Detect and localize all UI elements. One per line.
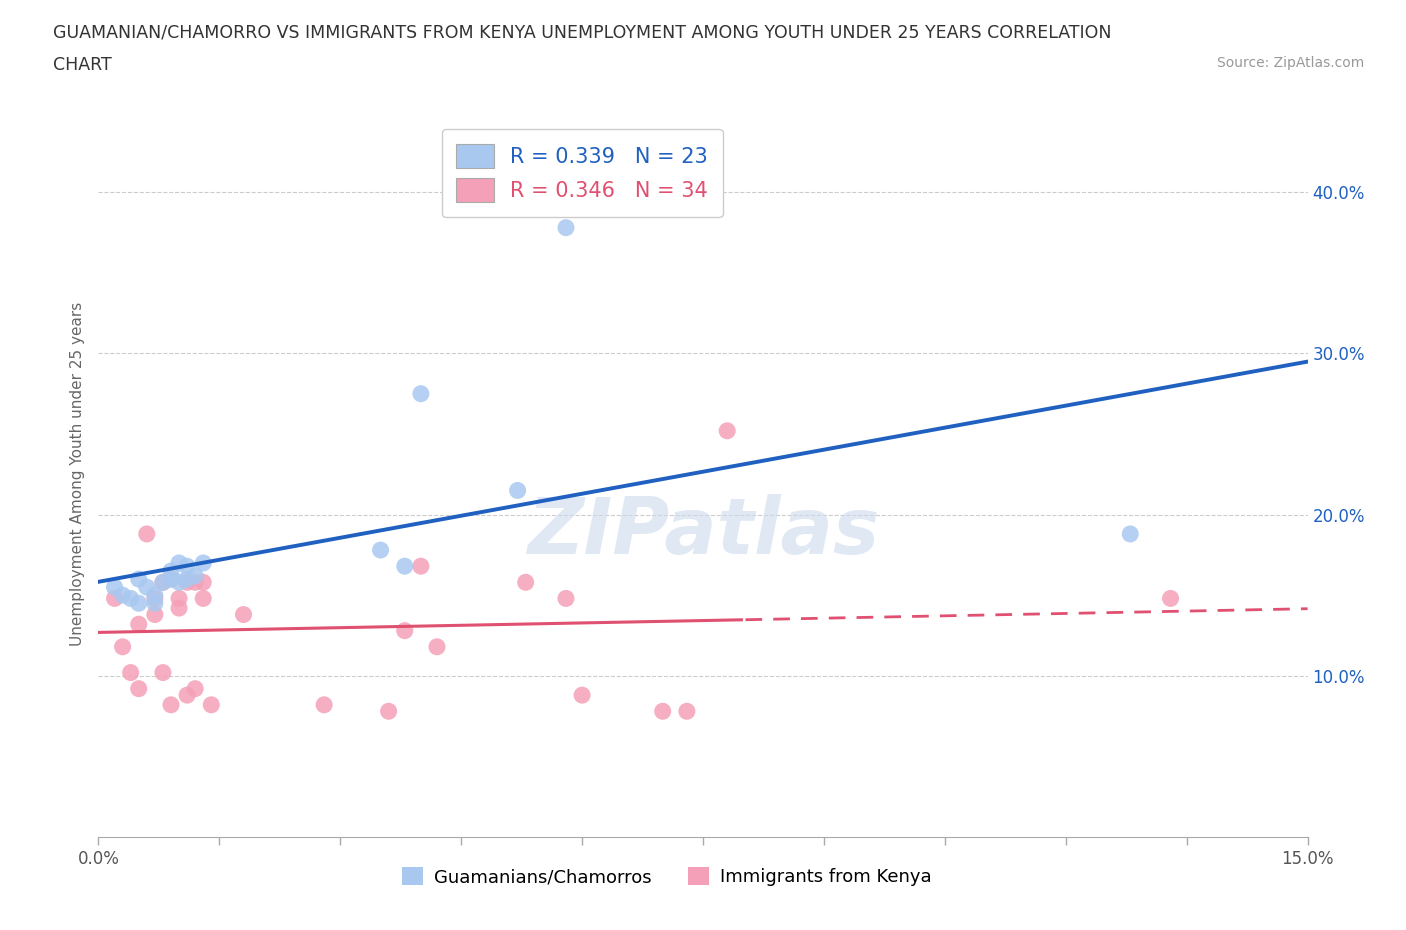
Point	[176, 559, 198, 574]
Point	[506, 483, 529, 498]
Point	[193, 575, 215, 590]
Point	[394, 559, 416, 574]
Point	[167, 601, 190, 616]
Point	[128, 572, 150, 587]
Text: GUAMANIAN/CHAMORRO VS IMMIGRANTS FROM KENYA UNEMPLOYMENT AMONG YOUTH UNDER 25 YE: GUAMANIAN/CHAMORRO VS IMMIGRANTS FROM KE…	[53, 23, 1112, 41]
Point	[193, 591, 215, 605]
Point	[314, 698, 336, 712]
Point	[1119, 526, 1142, 541]
Point	[152, 575, 174, 590]
Point	[143, 607, 166, 622]
Point	[120, 665, 142, 680]
Point	[184, 575, 207, 590]
Point	[409, 386, 432, 401]
Point	[167, 555, 190, 570]
Point	[176, 575, 198, 590]
Point	[426, 639, 449, 654]
Point	[135, 526, 157, 541]
Point	[176, 687, 198, 702]
Point	[143, 591, 166, 605]
Point	[152, 575, 174, 590]
Point	[111, 639, 134, 654]
Point	[160, 698, 183, 712]
Point	[135, 579, 157, 594]
Point	[571, 687, 593, 702]
Point	[555, 220, 578, 235]
Point	[193, 555, 215, 570]
Point	[103, 591, 125, 605]
Point	[128, 682, 150, 697]
Point	[160, 572, 183, 587]
Y-axis label: Unemployment Among Youth under 25 years: Unemployment Among Youth under 25 years	[69, 302, 84, 646]
Point	[152, 665, 174, 680]
Point	[167, 591, 190, 605]
Point	[176, 572, 198, 587]
Point	[370, 542, 392, 557]
Point	[128, 617, 150, 631]
Point	[160, 572, 183, 587]
Legend: Guamanians/Chamorros, Immigrants from Kenya: Guamanians/Chamorros, Immigrants from Ke…	[394, 859, 939, 893]
Point	[515, 575, 537, 590]
Point	[377, 704, 399, 719]
Point	[394, 623, 416, 638]
Point	[1160, 591, 1182, 605]
Text: CHART: CHART	[53, 56, 112, 73]
Text: ZIPatlas: ZIPatlas	[527, 495, 879, 570]
Point	[143, 588, 166, 603]
Point	[160, 564, 183, 578]
Point	[555, 591, 578, 605]
Point	[200, 698, 222, 712]
Point	[128, 596, 150, 611]
Point	[232, 607, 254, 622]
Text: Source: ZipAtlas.com: Source: ZipAtlas.com	[1216, 56, 1364, 70]
Point	[651, 704, 673, 719]
Point	[716, 423, 738, 438]
Point	[167, 575, 190, 590]
Point	[184, 568, 207, 583]
Point	[103, 579, 125, 594]
Point	[143, 596, 166, 611]
Point	[184, 682, 207, 697]
Point	[111, 588, 134, 603]
Point	[120, 591, 142, 605]
Point	[676, 704, 699, 719]
Point	[409, 559, 432, 574]
